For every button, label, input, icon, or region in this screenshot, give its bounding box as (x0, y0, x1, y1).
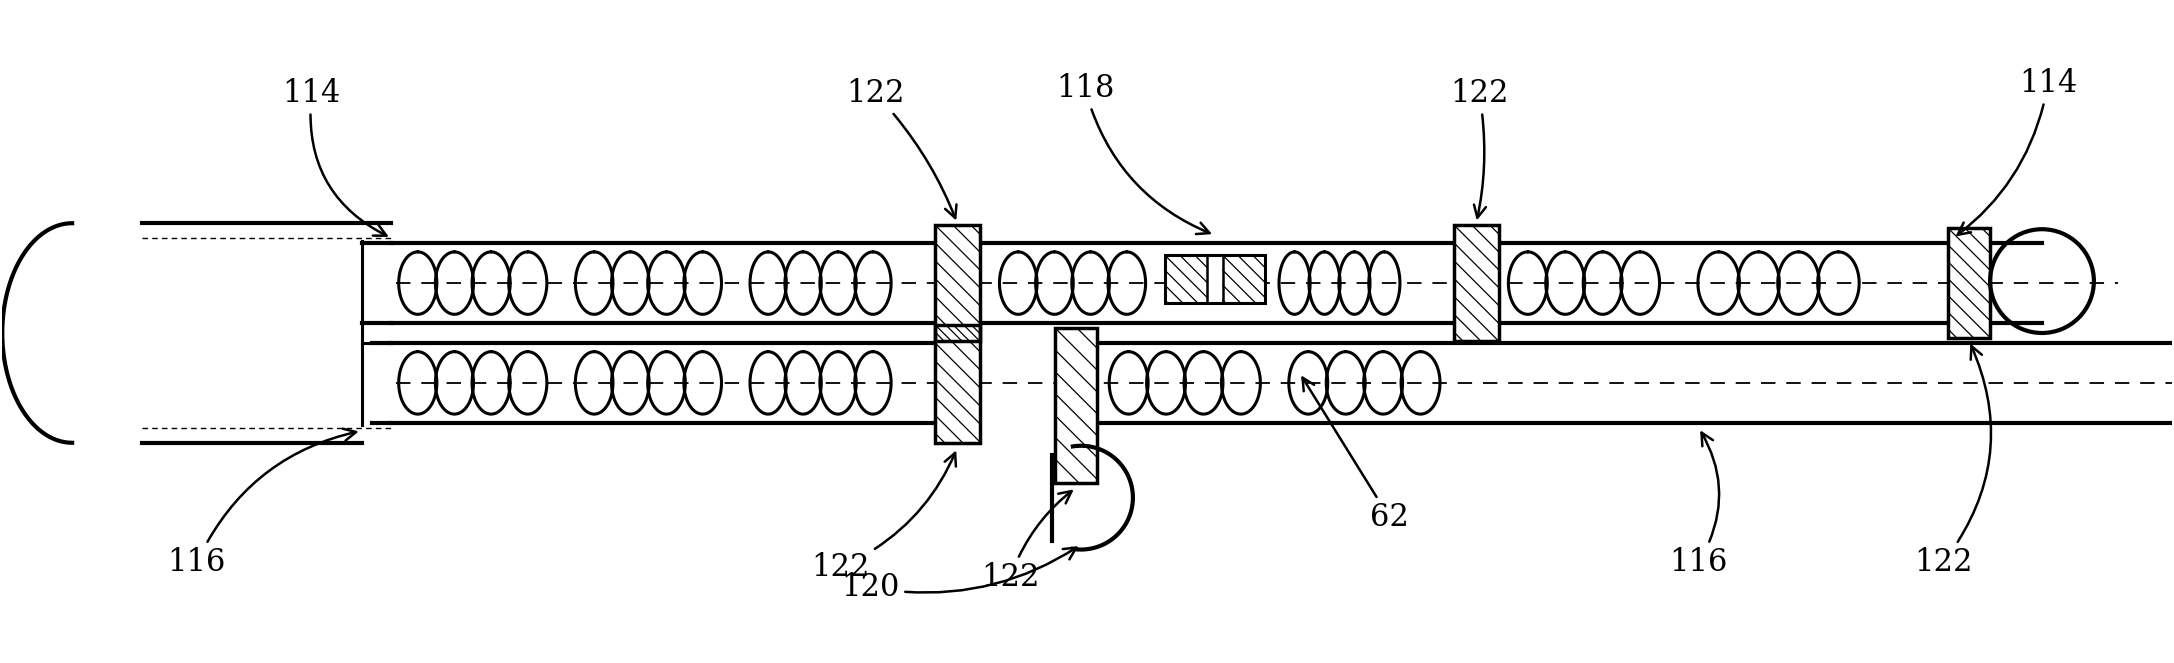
Bar (935, 225, 980, 341)
Bar (1165, 255, 1207, 303)
Bar (935, 325, 980, 443)
Bar (1948, 228, 1989, 338)
Bar (1454, 225, 1500, 341)
Text: 122: 122 (980, 491, 1072, 593)
Text: 116: 116 (1670, 433, 1728, 578)
Bar (935, 325, 980, 443)
Bar (1222, 255, 1265, 303)
Text: 120: 120 (841, 548, 1076, 603)
Text: 114: 114 (1957, 68, 2076, 235)
Text: 122: 122 (846, 78, 957, 218)
Text: 122: 122 (811, 453, 957, 583)
Text: 122: 122 (1913, 346, 1991, 578)
Bar (1948, 228, 1989, 338)
Bar (1054, 328, 1098, 483)
Bar (1222, 255, 1265, 303)
Text: 118: 118 (1057, 73, 1209, 234)
Bar (1165, 255, 1265, 303)
Bar (1165, 255, 1265, 303)
Text: 114: 114 (283, 78, 387, 235)
Bar (1454, 225, 1500, 341)
Text: 116: 116 (167, 429, 357, 578)
Bar (1054, 328, 1098, 483)
Text: 122: 122 (1450, 78, 1509, 217)
Text: 62: 62 (1302, 378, 1409, 533)
Bar (935, 225, 980, 341)
Bar (1165, 255, 1207, 303)
